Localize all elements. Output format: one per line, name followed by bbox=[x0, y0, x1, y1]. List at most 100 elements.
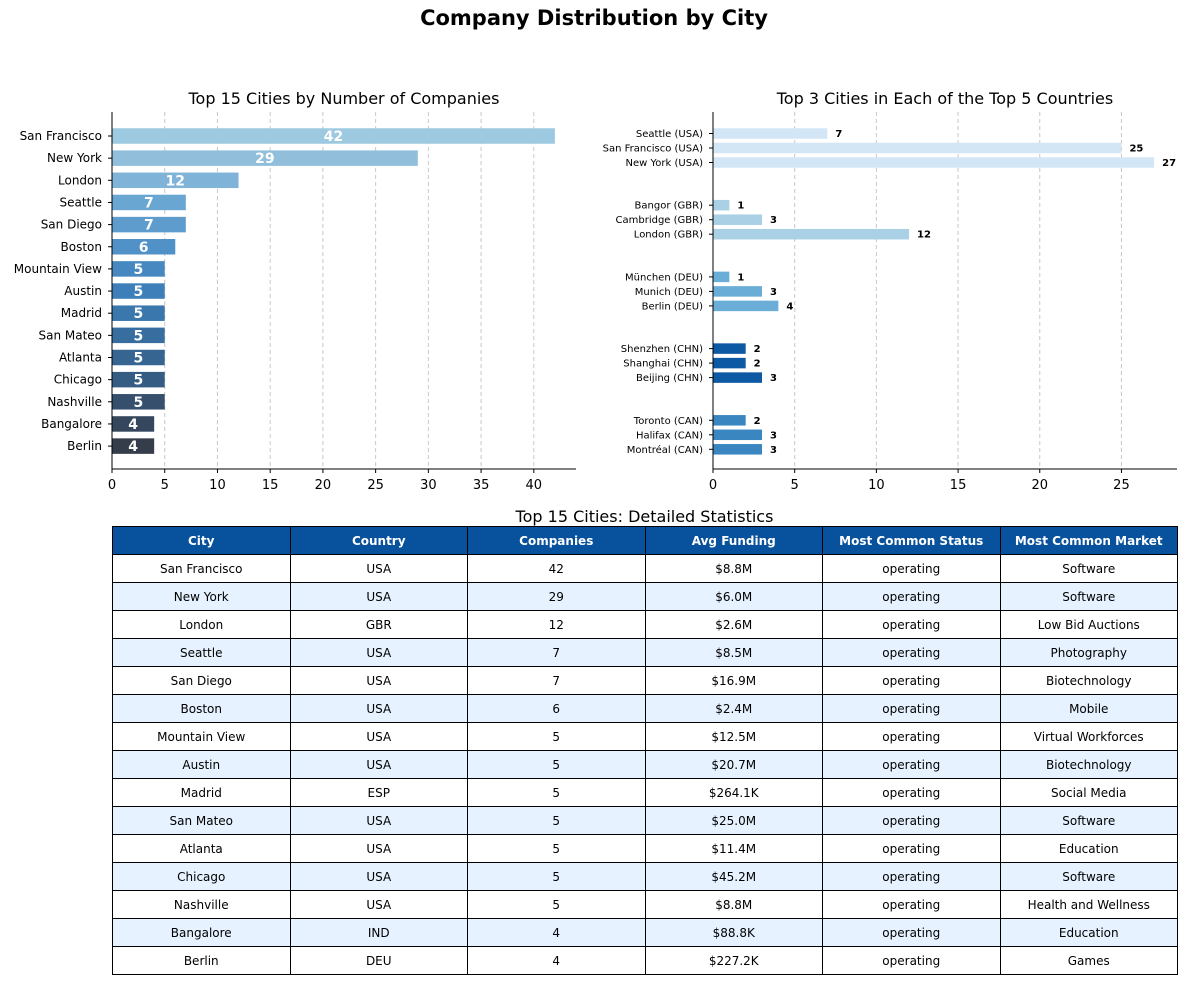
table-cell: Health and Wellness bbox=[999, 890, 1178, 919]
table-cell: $2.6M bbox=[644, 610, 823, 639]
table-cell: Berlin bbox=[112, 946, 291, 975]
table-row: Mountain View USA 5 $12.5M operating Virtual … bbox=[112, 722, 1178, 751]
left-chart-title: Top 15 Cities by Number of Companies bbox=[188, 89, 500, 108]
table-cell: Seattle bbox=[112, 638, 291, 667]
column-header: Most Common Market bbox=[999, 526, 1178, 555]
table-cell: Games bbox=[999, 946, 1178, 975]
bar bbox=[713, 228, 910, 240]
category-label: Madrid bbox=[61, 306, 102, 320]
bar-value-label: 2 bbox=[754, 359, 761, 370]
bar bbox=[112, 239, 176, 255]
stats-table: City Country Companies Avg Funding Most Comm… bbox=[112, 526, 1178, 975]
table-cell: San Diego bbox=[112, 666, 291, 695]
table-cell: operating bbox=[822, 834, 1001, 863]
table-cell: Biotechnology bbox=[999, 750, 1178, 779]
city-label: Seattle (USA) bbox=[636, 129, 703, 140]
city-label: Montréal (CAN) bbox=[627, 444, 703, 456]
table-cell: operating bbox=[822, 554, 1001, 583]
table-cell: New York bbox=[112, 582, 291, 611]
city-label: San Francisco (USA) bbox=[603, 144, 703, 155]
table-cell: $88.8K bbox=[644, 918, 823, 947]
table-cell: operating bbox=[822, 806, 1001, 835]
table-cell: Mountain View bbox=[112, 722, 291, 751]
table-cell: Austin bbox=[112, 750, 291, 779]
bar bbox=[713, 157, 1155, 168]
x-tick-label: 10 bbox=[868, 478, 885, 493]
bar-value-label: 5 bbox=[133, 306, 143, 322]
table-row: Berlin DEU 4 $227.2K operating Games bbox=[112, 946, 1178, 975]
bar-value-label: 5 bbox=[133, 395, 143, 411]
category-label: Atlanta bbox=[59, 351, 102, 365]
bar bbox=[112, 283, 165, 299]
category-label: Mountain View bbox=[14, 262, 102, 276]
city-label: München (DEU) bbox=[625, 272, 703, 283]
table-cell: Bangalore bbox=[112, 918, 291, 947]
table-row: Seattle USA 7 $8.5M operating Photography bbox=[112, 638, 1178, 667]
bar-value-label: 12 bbox=[917, 230, 931, 241]
bar-value-label: 3 bbox=[770, 373, 777, 384]
bar bbox=[112, 216, 186, 233]
table-cell: Madrid bbox=[112, 778, 291, 807]
table-cell: Software bbox=[999, 806, 1178, 835]
table-cell: $8.5M bbox=[644, 638, 823, 667]
table-cell: Photography bbox=[999, 638, 1178, 667]
bar bbox=[112, 416, 155, 432]
table-cell: operating bbox=[822, 666, 1001, 695]
table-cell: operating bbox=[822, 722, 1001, 751]
column-header: City bbox=[112, 526, 291, 555]
bar-value-label: 3 bbox=[770, 445, 777, 456]
bar bbox=[112, 261, 165, 277]
bar-value-label: 3 bbox=[770, 215, 777, 226]
x-tick-label: 5 bbox=[161, 478, 169, 493]
x-tick-label: 30 bbox=[420, 478, 437, 493]
table-cell: 5 bbox=[467, 890, 646, 919]
table-cell: San Francisco bbox=[112, 554, 291, 583]
table-cell: operating bbox=[822, 918, 1001, 947]
bar-value-label: 4 bbox=[128, 417, 138, 433]
x-tick-label: 5 bbox=[791, 478, 799, 493]
city-label: New York (USA) bbox=[626, 158, 704, 169]
bar-value-label: 3 bbox=[770, 287, 777, 298]
table-cell: operating bbox=[822, 694, 1001, 723]
table-cell: 5 bbox=[467, 834, 646, 863]
bar bbox=[112, 371, 165, 388]
bar bbox=[713, 415, 746, 426]
category-label: San Diego bbox=[41, 218, 102, 232]
bar bbox=[112, 194, 186, 211]
bar-value-label: 27 bbox=[1162, 158, 1176, 169]
bar-value-label: 5 bbox=[133, 262, 143, 278]
table-row: San Francisco USA 42 $8.8M operating Software bbox=[112, 554, 1178, 583]
bar-value-label: 4 bbox=[128, 439, 138, 455]
table-cell: Low Bid Auctions bbox=[999, 610, 1178, 639]
city-label: Berlin (DEU) bbox=[642, 301, 703, 312]
table-cell: 5 bbox=[467, 750, 646, 779]
table-cell: Education bbox=[999, 834, 1178, 863]
table-cell: USA bbox=[289, 750, 468, 779]
table-row: Boston USA 6 $2.4M operating Mobile bbox=[112, 694, 1178, 723]
bar-value-label: 1 bbox=[737, 201, 744, 212]
bar-value-label: 2 bbox=[754, 344, 761, 355]
x-tick-label: 10 bbox=[209, 478, 226, 493]
table-cell: operating bbox=[822, 862, 1001, 891]
figure-title: Company Distribution by City bbox=[420, 6, 768, 30]
bar bbox=[713, 343, 746, 354]
table-cell: Atlanta bbox=[112, 834, 291, 863]
table-cell: USA bbox=[289, 722, 468, 751]
table-cell: 6 bbox=[467, 694, 646, 723]
category-label: San Mateo bbox=[38, 328, 102, 342]
table-cell: USA bbox=[289, 890, 468, 919]
table-cell: USA bbox=[289, 638, 468, 667]
city-label: Shenzhen (CHN) bbox=[621, 344, 703, 355]
bar-value-label: 25 bbox=[1129, 144, 1143, 155]
table-cell: $227.2K bbox=[644, 946, 823, 975]
table-cell: 12 bbox=[467, 610, 646, 639]
table-cell: Social Media bbox=[999, 778, 1178, 807]
table-cell: $25.0M bbox=[644, 806, 823, 835]
bar-value-label: 6 bbox=[139, 240, 149, 256]
category-label: London bbox=[58, 173, 102, 187]
bar-value-label: 5 bbox=[133, 373, 143, 389]
category-label: Austin bbox=[64, 284, 102, 298]
table-cell: $12.5M bbox=[644, 722, 823, 751]
table-cell: $2.4M bbox=[644, 694, 823, 723]
bar-value-label: 7 bbox=[144, 218, 154, 234]
